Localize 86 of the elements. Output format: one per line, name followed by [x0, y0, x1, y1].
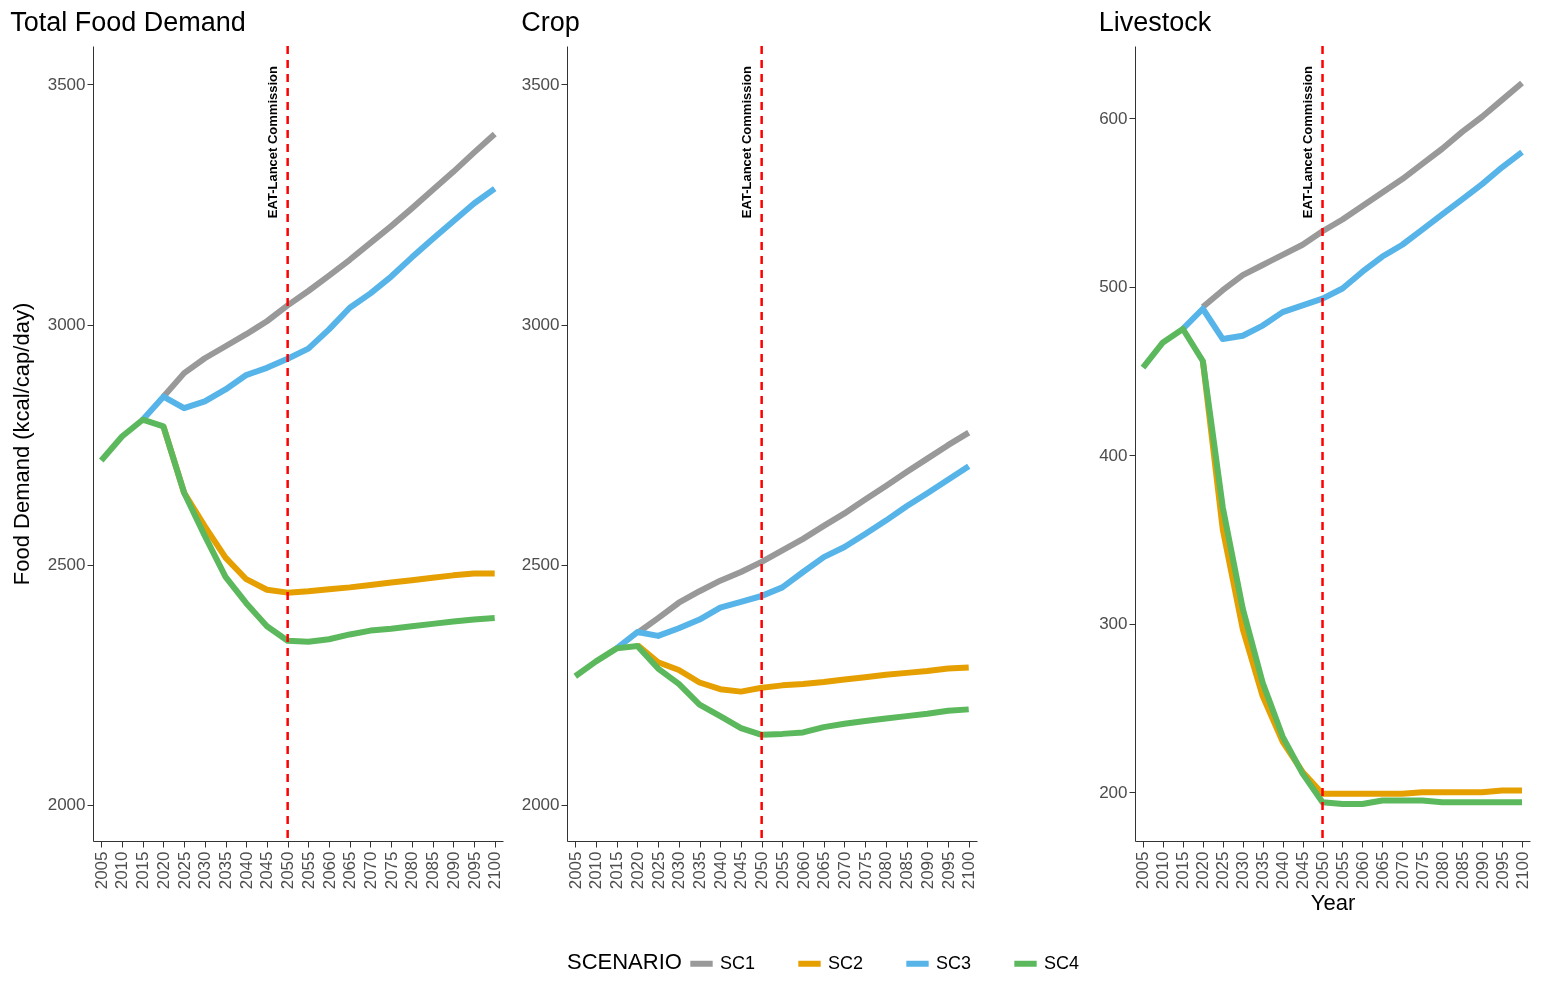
x-tick-label: 2070: [834, 851, 854, 890]
x-tick-label: 2055: [772, 851, 792, 890]
x-tick-label: 2050: [1313, 851, 1333, 890]
x-tick-label: 2060: [1352, 851, 1372, 890]
y-tick-label: 600: [1099, 108, 1128, 128]
x-tick-label: 2100: [1512, 851, 1532, 890]
y-tick-label: 2500: [47, 555, 86, 575]
x-tick-label: 2095: [464, 851, 484, 890]
y-tick-label: 200: [1099, 782, 1128, 802]
x-tick-label: 2060: [793, 851, 813, 890]
x-tick-label: 2050: [278, 851, 298, 890]
y-tick-label: 2000: [47, 795, 86, 815]
x-tick-label: 2090: [1472, 851, 1492, 890]
x-tick-label: 2035: [1253, 851, 1273, 890]
y-axis-title: Food Demand (kcal/cap/day): [8, 302, 34, 586]
x-tick-label: 2080: [876, 851, 896, 890]
x-tick-label: 2070: [360, 851, 380, 890]
x-tick-label: 2085: [1452, 851, 1472, 890]
x-axis-title: Year: [1310, 890, 1356, 916]
x-tick-label: 2055: [298, 851, 318, 890]
y-tick-label: 500: [1099, 277, 1128, 297]
x-tick-label: 2005: [1133, 851, 1153, 890]
x-tick-label: 2070: [1392, 851, 1412, 890]
x-tick-label: 2035: [690, 851, 710, 890]
legend-label: SC2: [828, 952, 864, 973]
chart-title: Livestock: [1098, 6, 1212, 37]
chart-title: Total Food Demand: [10, 6, 246, 37]
x-tick-label: 2060: [319, 851, 339, 890]
x-tick-label: 2045: [257, 851, 277, 890]
legend-label: SC1: [720, 952, 756, 973]
x-tick-label: 2040: [236, 851, 256, 890]
x-tick-label: 2065: [814, 851, 834, 890]
x-tick-label: 2010: [112, 851, 132, 890]
x-tick-label: 2095: [1492, 851, 1512, 890]
x-tick-label: 2030: [1233, 851, 1253, 890]
x-tick-label: 2020: [627, 851, 647, 890]
x-tick-label: 2075: [855, 851, 875, 890]
ref-line-label: EAT-Lancet Commission: [264, 65, 280, 219]
y-tick-label: 3500: [47, 74, 86, 94]
x-tick-label: 2050: [752, 851, 772, 890]
x-tick-label: 2030: [669, 851, 689, 890]
x-tick-label: 2075: [381, 851, 401, 890]
x-tick-label: 2090: [917, 851, 937, 890]
x-tick-label: 2100: [959, 851, 979, 890]
legend-title: SCENARIO: [567, 949, 682, 974]
x-tick-label: 2085: [897, 851, 917, 890]
y-tick-label: 400: [1099, 445, 1128, 465]
legend-label: SC4: [1044, 952, 1080, 973]
y-tick-label: 2500: [521, 555, 560, 575]
x-tick-label: 2040: [710, 851, 730, 890]
ref-line-label: EAT-Lancet Commission: [738, 65, 754, 219]
x-tick-label: 2005: [91, 851, 111, 890]
x-tick-label: 2015: [1173, 851, 1193, 890]
x-tick-label: 2045: [731, 851, 751, 890]
legend-label: SC3: [936, 952, 972, 973]
x-tick-label: 2040: [1273, 851, 1293, 890]
x-tick-label: 2065: [1372, 851, 1392, 890]
x-tick-label: 2005: [565, 851, 585, 890]
x-tick-label: 2075: [1412, 851, 1432, 890]
x-tick-label: 2080: [1432, 851, 1452, 890]
x-tick-label: 2055: [1332, 851, 1352, 890]
chart-title: Crop: [521, 6, 580, 37]
x-tick-label: 2090: [443, 851, 463, 890]
y-tick-label: 3000: [47, 315, 86, 335]
x-tick-label: 2035: [216, 851, 236, 890]
x-tick-label: 2015: [133, 851, 153, 890]
x-tick-label: 2020: [1193, 851, 1213, 890]
x-tick-label: 2025: [174, 851, 194, 890]
x-tick-label: 2010: [1153, 851, 1173, 890]
x-tick-label: 2065: [340, 851, 360, 890]
y-tick-label: 300: [1099, 614, 1128, 634]
x-tick-label: 2085: [423, 851, 443, 890]
ref-line-label: EAT-Lancet Commission: [1299, 65, 1315, 219]
x-tick-label: 2100: [485, 851, 505, 890]
x-tick-label: 2095: [938, 851, 958, 890]
x-tick-label: 2015: [607, 851, 627, 890]
x-tick-label: 2020: [153, 851, 173, 890]
y-tick-label: 2000: [521, 795, 560, 815]
x-tick-label: 2080: [402, 851, 422, 890]
x-tick-label: 2030: [195, 851, 215, 890]
x-tick-label: 2010: [586, 851, 606, 890]
x-tick-label: 2045: [1293, 851, 1313, 890]
x-tick-label: 2025: [648, 851, 668, 890]
y-tick-label: 3500: [521, 74, 560, 94]
y-tick-label: 3000: [521, 315, 560, 335]
x-tick-label: 2025: [1213, 851, 1233, 890]
